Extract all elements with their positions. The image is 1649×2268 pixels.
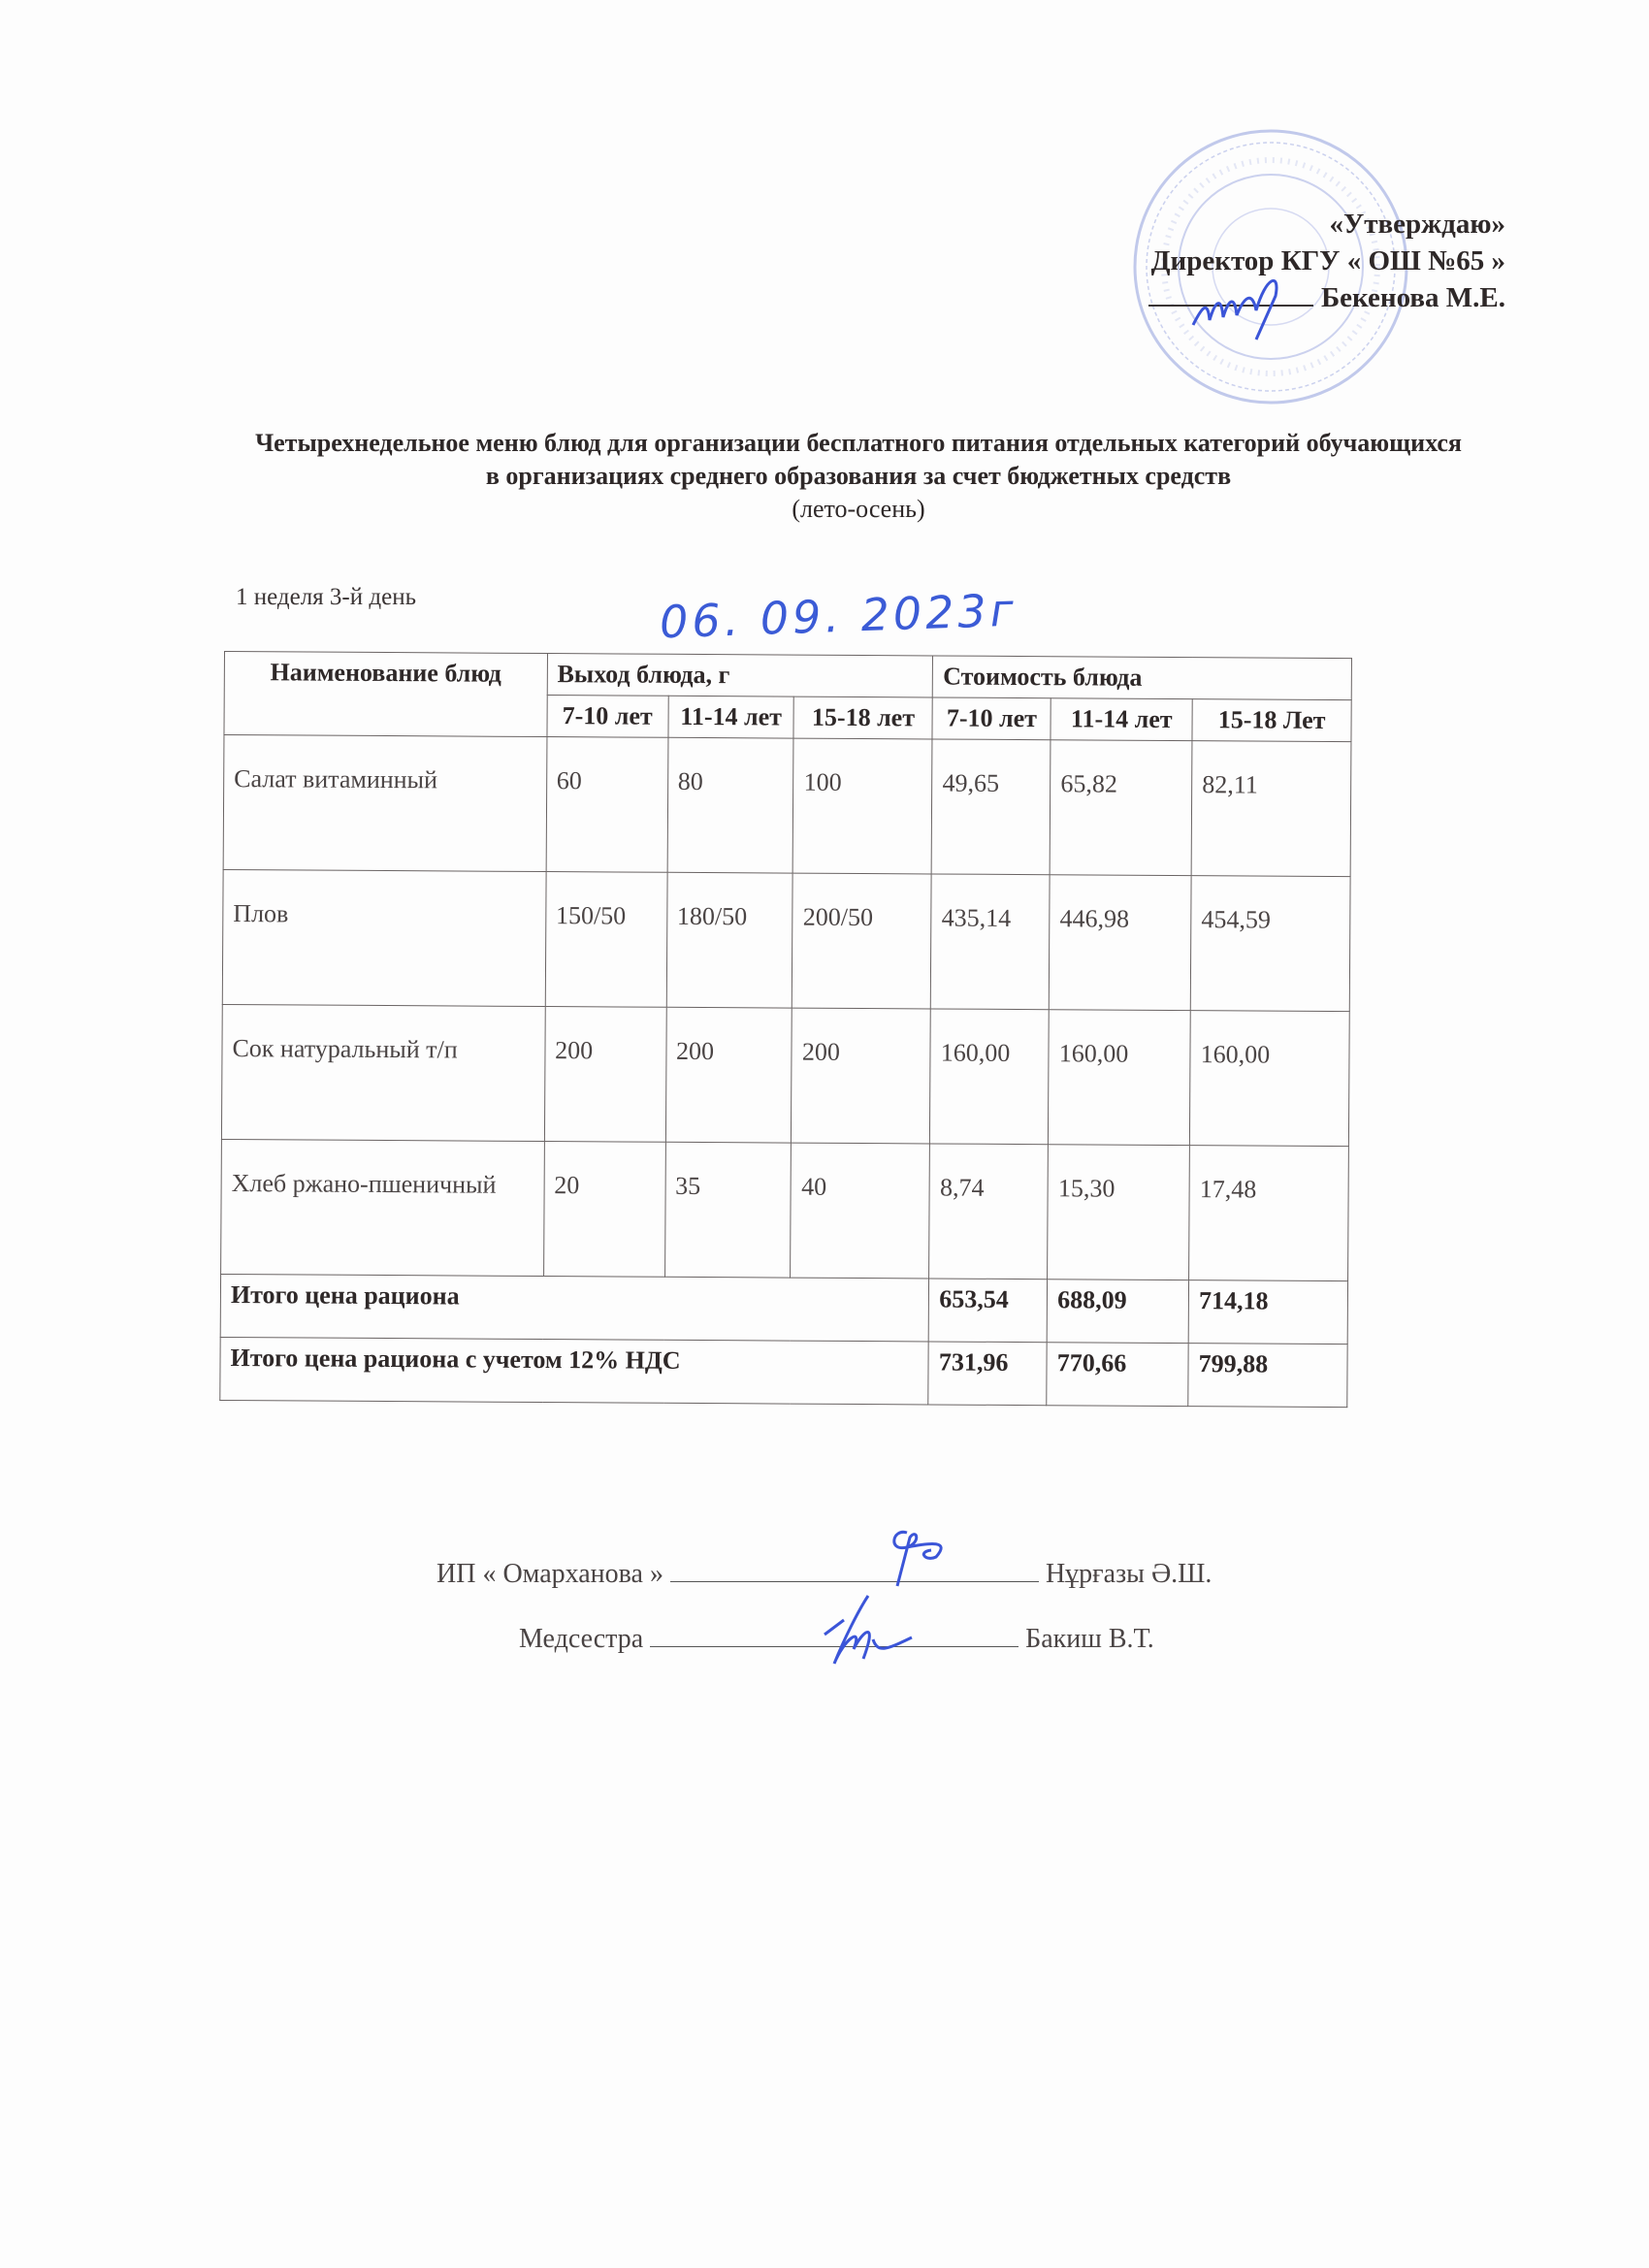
signer-name: Нұрғазы Ә.Ш.: [1045, 1559, 1212, 1589]
total-vat-value: 799,88: [1187, 1343, 1348, 1408]
title-main: Четырехнедельное меню блюд для организац…: [255, 429, 1462, 490]
table-row: Плов 150/50 180/50 200/50 435,14 446,98 454,59: [222, 869, 1351, 1012]
total-vat-value: 770,66: [1047, 1342, 1189, 1407]
yield-cell: 40: [791, 1143, 930, 1279]
dish-name: Сок натуральный т/п: [221, 1004, 545, 1142]
nurse-signature-icon: [824, 1595, 913, 1665]
header-cost: Стоимость блюда: [932, 655, 1352, 700]
yield-cell: 150/50: [544, 871, 667, 1008]
total-vat-row: Итого цена рациона с учетом 12% НДС 731,…: [219, 1337, 1348, 1408]
total-value: 714,18: [1188, 1280, 1348, 1345]
director-signature-line: [1148, 279, 1313, 307]
header-age: 15-18 Лет: [1192, 698, 1352, 742]
official-stamp: [1133, 129, 1408, 405]
header-age: 11-14 лет: [1051, 697, 1193, 741]
header-dish-name: Наименование блюд: [223, 651, 548, 737]
total-vat-label: Итого цена рациона с учетом 12% НДС: [219, 1337, 929, 1405]
table-row: Салат витаминный 60 80 100 49,65 65,82 82,11: [223, 734, 1351, 877]
total-value: 688,09: [1047, 1279, 1189, 1344]
yield-cell: 60: [545, 736, 668, 873]
yield-cell: 35: [664, 1142, 792, 1279]
cost-cell: 49,65: [931, 738, 1051, 875]
director-name: Бекенова М.Е.: [1320, 282, 1505, 313]
signature-line: [669, 1558, 1039, 1582]
dish-name: Плов: [222, 869, 546, 1007]
total-value: 653,54: [928, 1278, 1048, 1343]
signer-role: Медсестра: [519, 1624, 644, 1654]
week-day-label: 1 неделя 3-й день: [236, 584, 416, 610]
header-yield: Выход блюда, г: [546, 653, 933, 697]
cost-cell: 160,00: [1189, 1010, 1350, 1147]
table-row: Хлеб ржано-пшеничный 20 35 40 8,74 15,30 17,48: [220, 1139, 1349, 1281]
title-season: (лето-осень): [792, 495, 925, 523]
cost-cell: 15,30: [1047, 1144, 1190, 1280]
cost-cell: 17,48: [1188, 1145, 1349, 1281]
total-label: Итого цена рациона: [220, 1274, 929, 1342]
header-age: 11-14 лет: [667, 696, 794, 739]
signature-entrepreneur: ИП « Омарханова » Нұрғазы Ә.Ш.: [436, 1558, 1212, 1590]
approval-heading: «Утверждаю»: [1329, 209, 1505, 240]
cost-cell: 446,98: [1049, 874, 1192, 1011]
dish-name: Хлеб ржано-пшеничный: [220, 1139, 545, 1277]
table-row: Сок натуральный т/п 200 200 200 160,00 160,00…: [221, 1004, 1350, 1147]
cost-cell: 8,74: [928, 1143, 1049, 1280]
signature-line: [650, 1623, 1019, 1647]
document-title: Четырехнедельное меню блюд для организац…: [252, 427, 1465, 526]
cost-cell: 160,00: [929, 1008, 1050, 1145]
handwritten-date: 06. 09. 2023г: [659, 583, 1018, 649]
cost-cell: 435,14: [930, 873, 1051, 1010]
yield-cell: 200: [664, 1007, 792, 1144]
approval-block: «Утверждаю» Директор КГУ « ОШ №65 » Беке…: [1148, 206, 1505, 316]
signature-nurse: Медсестра Бакиш В.Т.: [519, 1623, 1154, 1655]
approval-position: Директор КГУ « ОШ №65 »: [1150, 245, 1505, 276]
entrepreneur-signature-icon: [892, 1530, 943, 1587]
yield-cell: 20: [543, 1141, 665, 1278]
header-age: 7-10 лет: [932, 697, 1051, 740]
total-vat-value: 731,96: [928, 1341, 1048, 1406]
signer-role: ИП « Омарханова »: [436, 1559, 663, 1589]
yield-cell: 80: [666, 737, 794, 874]
header-age: 7-10 лет: [546, 695, 668, 738]
dish-name: Салат витаминный: [223, 734, 547, 872]
header-row: Наименование блюд Выход блюда, г Стоимос…: [223, 651, 1352, 737]
yield-cell: 200: [791, 1008, 931, 1144]
menu-table: Наименование блюд Выход блюда, г Стоимос…: [219, 651, 1352, 1408]
cost-cell: 82,11: [1191, 740, 1351, 877]
director-signature-icon: [1191, 278, 1278, 340]
cost-cell: 160,00: [1048, 1009, 1191, 1146]
cost-cell: 454,59: [1190, 875, 1351, 1012]
header-age: 15-18 лет: [793, 697, 933, 739]
total-row: Итого цена рациона 653,54 688,09 714,18: [220, 1274, 1348, 1345]
yield-cell: 200: [544, 1006, 666, 1143]
yield-cell: 180/50: [665, 872, 793, 1009]
yield-cell: 100: [792, 738, 933, 874]
signer-name: Бакиш В.Т.: [1025, 1624, 1154, 1654]
cost-cell: 65,82: [1050, 739, 1193, 876]
yield-cell: 200/50: [792, 873, 932, 1009]
